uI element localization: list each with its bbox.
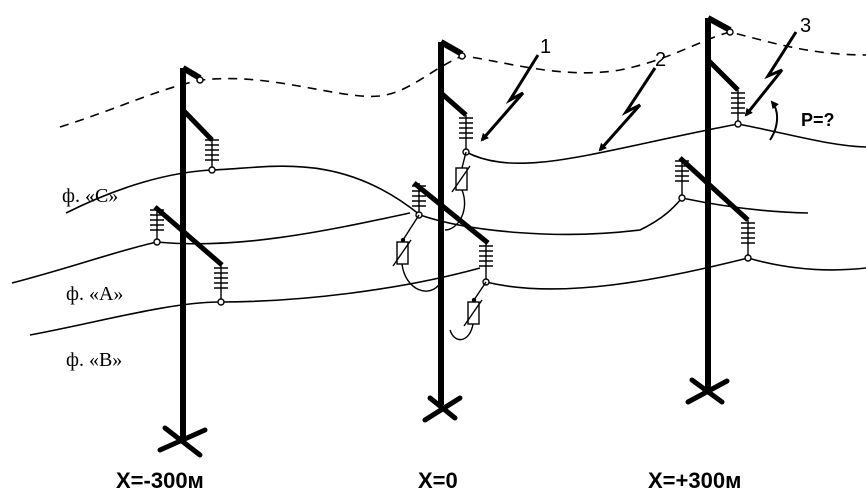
phase-a-label: ф. «A» <box>66 283 123 305</box>
pole-center <box>392 39 493 423</box>
pole-right <box>675 15 755 405</box>
position-label-left: X=-300м <box>116 468 204 493</box>
lightning-strike-1 <box>480 54 540 142</box>
power-flow-arrow <box>769 100 779 141</box>
power-label: P=? <box>801 110 835 130</box>
strike-label-2: 2 <box>655 49 666 71</box>
phase-c-label: ф. «C» <box>62 185 118 207</box>
phase-c-conductor <box>65 123 866 216</box>
position-label-center: X=0 <box>418 468 458 493</box>
position-label-right: X=+300м <box>648 468 741 493</box>
lightning-strike-2 <box>598 67 657 152</box>
pole-left <box>150 65 228 458</box>
strike-label-1: 1 <box>540 36 551 58</box>
phase-a-conductor <box>11 197 809 284</box>
phase-b-conductor <box>29 212 866 336</box>
strike-label-3: 3 <box>800 15 811 37</box>
phase-b-label: ф. «B» <box>66 349 122 371</box>
lightning-strike-3 <box>744 31 798 117</box>
